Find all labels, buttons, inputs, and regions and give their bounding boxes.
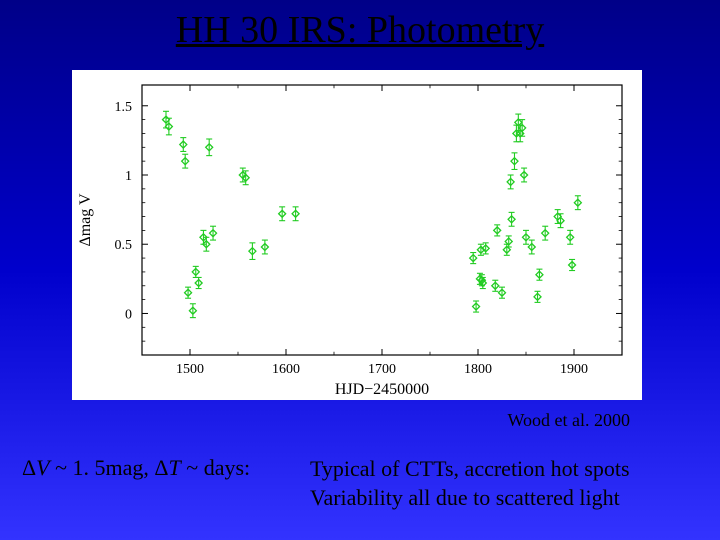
svg-text:1500: 1500 <box>176 362 204 377</box>
delta-summary: ΔV ~ 1. 5mag, ΔT ~ days: <box>22 455 250 481</box>
svg-text:Δmag V: Δmag V <box>77 193 94 247</box>
page-title: HH 30 IRS: Photometry <box>0 0 720 52</box>
interpretation-text: Typical of CTTs, accretion hot spots Var… <box>310 455 630 512</box>
svg-text:1800: 1800 <box>464 362 492 377</box>
svg-text:HJD−2450000: HJD−2450000 <box>335 381 429 398</box>
interp-line-1: Typical of CTTs, accretion hot spots <box>310 455 630 484</box>
svg-text:1700: 1700 <box>368 362 396 377</box>
svg-text:1600: 1600 <box>272 362 300 377</box>
citation-text: Wood et al. 2000 <box>507 410 630 431</box>
chart-svg: 1500 1600 1700 1800 1900 0 0.5 1 1.5 HJD−2450000 Δ… <box>72 70 642 400</box>
svg-text:0.5: 0.5 <box>115 238 133 253</box>
svg-text:1.5: 1.5 <box>115 100 133 115</box>
interp-line-2: Variability all due to scattered light <box>310 484 630 513</box>
svg-text:1900: 1900 <box>560 362 588 377</box>
svg-text:0: 0 <box>125 307 132 322</box>
photometry-chart: 1500 1600 1700 1800 1900 0 0.5 1 1.5 HJD−2450000 Δ… <box>72 70 642 400</box>
svg-text:1: 1 <box>125 169 132 184</box>
